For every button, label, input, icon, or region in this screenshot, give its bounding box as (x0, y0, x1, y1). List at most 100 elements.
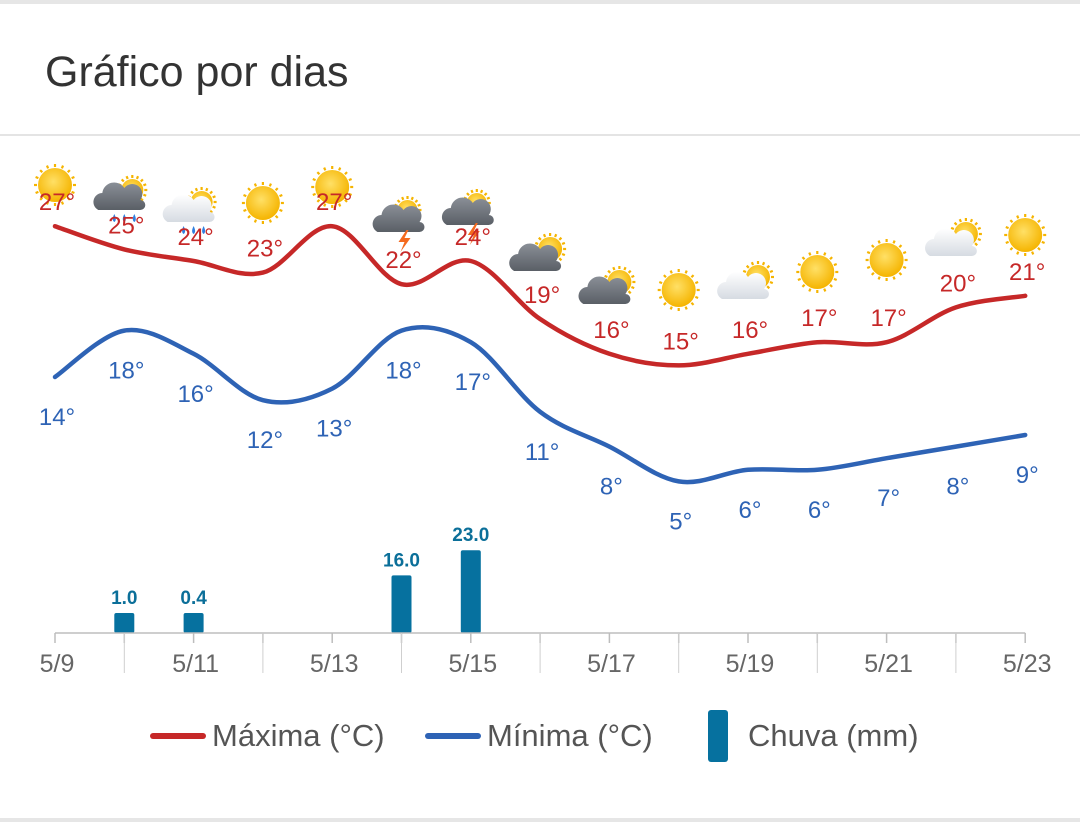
rain-value-label: 0.4 (180, 588, 207, 609)
sun-disc (661, 273, 696, 307)
sun-ray (279, 193, 283, 198)
min-temp-label: 5° (669, 508, 692, 535)
min-temp-label: 8° (946, 474, 969, 501)
sun-ray (268, 183, 272, 187)
sun-ray (1005, 225, 1009, 230)
sun-ray (542, 233, 547, 238)
sun-ray (66, 169, 71, 174)
min-temp-label: 8° (600, 474, 623, 501)
sun-ray (663, 301, 667, 306)
sun-ray (1009, 219, 1014, 224)
sun-icon (796, 251, 839, 293)
sun-ray (71, 190, 75, 195)
sun-ray (125, 175, 129, 180)
rain-drop (132, 214, 136, 222)
sun-ray (348, 177, 353, 182)
sun-ray (958, 218, 962, 223)
sun-icon (311, 166, 354, 208)
sun-ray (808, 288, 812, 292)
sun-ray (45, 201, 50, 205)
sun-ray (797, 262, 802, 267)
rain-bar (114, 613, 135, 633)
sun-ray (612, 266, 616, 271)
sun-ray (866, 250, 871, 255)
sun-ray (470, 189, 474, 194)
sun-ray (690, 274, 695, 279)
sun-ray (190, 190, 194, 195)
sun-ray (60, 201, 65, 205)
sun-ray (279, 208, 283, 213)
sun-ray (140, 178, 144, 183)
max-temp-label: 16° (593, 317, 629, 344)
sun-ray (898, 271, 903, 276)
sun-ray (274, 187, 279, 192)
sun-ray (823, 288, 827, 292)
rain-value-label: 16.0 (383, 550, 420, 571)
max-temp-label: 27° (39, 189, 75, 216)
sun-ray (401, 196, 405, 201)
sun-ray (60, 165, 65, 169)
sun-ray (35, 175, 39, 180)
cloud-shape (93, 182, 146, 210)
sun-ray (766, 285, 771, 290)
rain-value-label: 23.0 (452, 525, 489, 546)
sun-ray (209, 209, 213, 214)
sun-rays (865, 239, 908, 281)
sun-ray (892, 240, 896, 244)
sun-rays (311, 166, 354, 208)
cloud-sun-icon (509, 233, 567, 271)
max-temp-label: 23° (247, 236, 283, 263)
max-temp-label: 17° (870, 305, 906, 332)
min-temp-label: 6° (808, 497, 831, 524)
sun-rays (657, 269, 700, 311)
sun-ray (561, 241, 566, 246)
daily-weather-chart: 27° 25° 24° 23° 27° 22° 24° 19° 16° 15° 16° 17° 17° 2… (34, 164, 1052, 678)
sun-ray (898, 244, 903, 249)
sun-ray (797, 277, 802, 282)
sun-ray (554, 233, 558, 238)
sun-ray (45, 165, 50, 169)
cloud-sun-icon (925, 218, 982, 256)
legend-item-rain[interactable]: Chuva (mm) (708, 706, 919, 766)
sun-ray (623, 266, 627, 271)
cloud-shape (578, 276, 631, 304)
weather-icons (34, 164, 1047, 311)
min-temp-label: 14° (39, 404, 75, 431)
sun-ray (833, 277, 838, 282)
sun-ray (316, 171, 321, 176)
legend-item-max[interactable]: Máxima (°C) (150, 706, 385, 766)
rain-bar (460, 550, 481, 633)
legend-swatch-rain (708, 710, 728, 762)
sun-ray (829, 283, 833, 288)
cloud-sun-rain-icon (93, 175, 148, 222)
sun-ray (1005, 240, 1009, 245)
rain-series: 1.0 0.4 16.0 23.0 (111, 525, 489, 633)
sun-ray (877, 240, 881, 244)
legend-swatch-min (425, 733, 481, 739)
legend-label-max: Máxima (°C) (212, 718, 385, 753)
sun-ray (902, 250, 907, 255)
sun-rays (1004, 214, 1047, 256)
sun-ray (801, 283, 806, 288)
legend-item-min[interactable]: Mínima (°C) (425, 706, 653, 766)
thunderstorm-icon (441, 189, 494, 245)
sun-ray (35, 190, 39, 195)
sun-ray (669, 306, 673, 310)
x-axis: 5/9 5/11 5/13 5/15 5/17 5/19 5/21 5/23 (40, 632, 1052, 678)
x-tick-label: 5/11 (172, 650, 219, 678)
header-separator (0, 134, 1080, 136)
sun-ray (627, 269, 632, 274)
sun-ray (414, 199, 419, 203)
sun-ray (607, 269, 611, 274)
sun-ray (604, 274, 608, 279)
sun-ray (316, 198, 321, 203)
cloud-sun-icon (717, 261, 774, 299)
sun-ray (769, 280, 774, 285)
sun-ray (348, 192, 353, 197)
sun-ray (833, 262, 838, 267)
rain-drop (182, 226, 186, 234)
min-temp-label: 11° (525, 439, 560, 466)
max-temp-label: 19° (524, 282, 560, 309)
sun-ray (829, 256, 833, 261)
cloud-shape (509, 243, 562, 271)
